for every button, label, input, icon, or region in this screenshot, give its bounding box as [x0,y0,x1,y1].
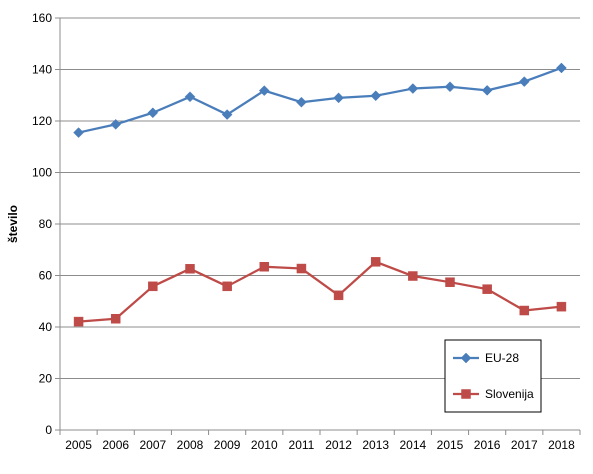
x-tick-label-2011: 2011 [289,438,315,452]
x-tick-label-2008: 2008 [177,438,204,452]
y-tick-label-120: 120 [32,114,52,128]
data-point-2013 [370,90,382,102]
axes [55,17,581,435]
data-point-2009 [222,281,232,292]
data-point-2012 [333,92,344,104]
series-slovenija [73,257,567,327]
x-tick-label-2016: 2016 [474,438,501,452]
data-point-2014 [407,83,419,94]
data-point-2007 [148,281,158,292]
x-tick-label-2017: 2017 [511,438,538,452]
data-point-2016 [481,85,493,96]
data-point-2011 [296,263,307,274]
y-tick-label-40: 40 [39,320,53,334]
data-point-2008 [185,264,195,274]
data-point-2008 [184,91,196,103]
x-tick-label-2007: 2007 [140,438,167,452]
legend-label-1: Slovenija [485,387,534,401]
data-point-2018 [556,62,567,74]
x-tick-label-2009: 2009 [214,438,241,452]
data-point-2010 [259,261,270,272]
data-point-2015 [445,277,455,287]
series-line [78,260,562,323]
y-tick-label-0: 0 [45,423,52,437]
y-tick-labels: 0 20 40 60 80 100 120 140 160 [32,11,52,437]
x-tick-label-2015: 2015 [437,438,464,452]
data-point-2017 [519,305,530,316]
y-tick-label-60: 60 [39,269,53,283]
y-tick-label-160: 160 [32,11,52,25]
legend: EU-28 Slovenija [444,339,542,413]
data-point-2005 [73,127,84,138]
x-tick-label-2018: 2018 [548,438,575,452]
series-eu-28 [73,62,567,138]
x-tick-label-2005: 2005 [65,438,92,452]
series [73,62,567,327]
data-point-2005 [73,316,84,327]
data-point-2007 [147,107,159,119]
x-tick-labels: 2005 2006 2007 2008 2009 2010 2011 2012 2013 2014… [65,438,575,452]
data-point-2006 [110,314,121,324]
data-point-2016 [482,284,492,294]
x-tick-label-2010: 2010 [251,438,278,452]
data-point-2014 [408,271,418,281]
legend-marker-0 [460,352,472,364]
legend-box [444,339,542,413]
series-line [78,66,562,134]
x-tick-label-2014: 2014 [400,438,427,452]
x-tick-label-2006: 2006 [102,438,129,452]
gridlines [60,17,580,379]
data-point-2009 [221,109,233,120]
y-tick-label-20: 20 [39,372,53,386]
data-point-2012 [333,290,344,301]
data-point-2015 [444,81,456,93]
legend-label-0: EU-28 [485,351,519,365]
data-point-2017 [518,76,530,87]
data-point-2018 [556,301,567,312]
legend-marker-1 [461,389,471,399]
y-tick-label-100: 100 [32,166,52,180]
x-tick-label-2013: 2013 [362,438,389,452]
y-tick-label-140: 140 [32,63,52,77]
data-point-2006 [110,118,122,130]
y-tick-label-80: 80 [39,217,53,231]
x-tick-label-2012: 2012 [325,438,352,452]
data-point-2013 [370,257,381,267]
data-point-2011 [296,96,307,108]
y-axis-title: število [6,205,20,243]
data-point-2010 [258,85,270,96]
